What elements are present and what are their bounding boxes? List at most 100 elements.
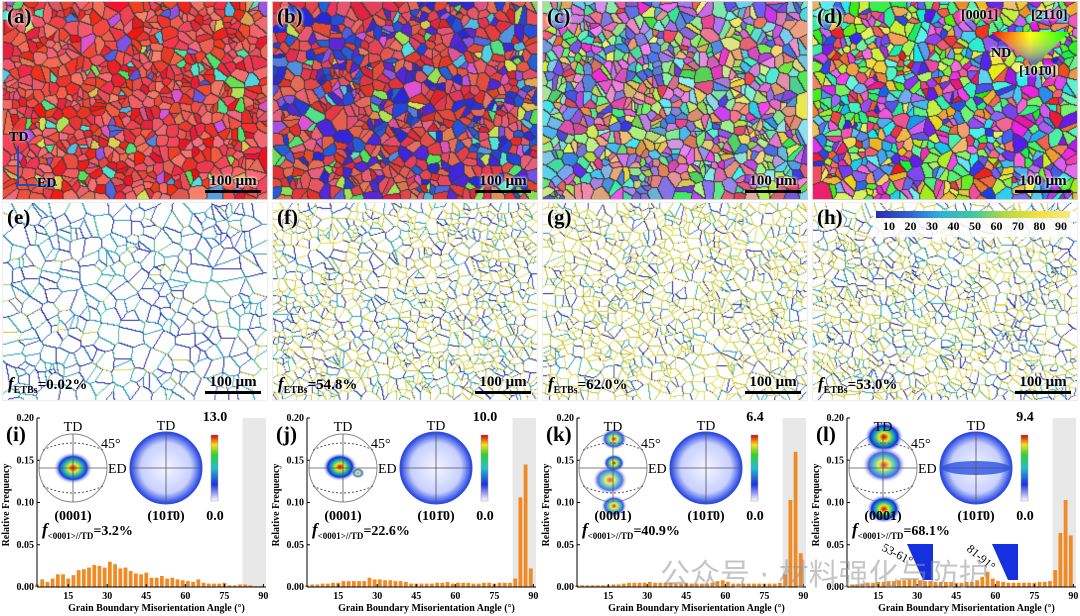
x-axis-label: Grain Boundary Misorientation Angle (°) [878, 603, 1055, 614]
histogram-bar [731, 583, 736, 587]
histogram-bar [362, 581, 367, 587]
histogram-bar [970, 581, 974, 587]
histogram-bar [783, 574, 788, 587]
histogram-bar [726, 581, 730, 587]
histogram-bar [346, 581, 351, 587]
45-degree-line [582, 485, 644, 494]
histogram-bar [81, 569, 86, 587]
scale-text: 100 μm [209, 173, 257, 189]
histogram-bar [445, 581, 450, 587]
histogram-bar [201, 582, 206, 587]
misorientation-colorbar: 10 20 30 40 50 60 70 80 90 [873, 211, 1073, 237]
histogram-bar [497, 582, 502, 587]
histogram-bar [1053, 570, 1058, 587]
pf-td-label: TD [967, 419, 986, 434]
x-axis-label: Grain Boundary Misorientation Angle (°) [608, 603, 785, 614]
panel-label: (a) [7, 4, 32, 28]
histogram-bar [601, 585, 605, 587]
x-tick-label: 30 [912, 591, 922, 602]
histogram-bar [430, 583, 434, 587]
pf-td-label: TD [157, 419, 176, 434]
histogram-bar [367, 577, 372, 587]
scale-bar: 100 μm [205, 374, 261, 394]
scale-line [475, 190, 531, 193]
pf-td-label: TD [874, 420, 893, 435]
scale-text: 100 μm [1019, 374, 1067, 390]
f-symbol: f [548, 374, 554, 393]
y-tick-label: 0.20 [17, 413, 35, 424]
pf-pf2-label: (101̄0) [147, 509, 185, 524]
f-value: =0.02% [37, 377, 88, 393]
pf-cmin-label: 0.0 [206, 509, 224, 524]
histogram-bar [71, 575, 76, 587]
f-value: =54.8% [307, 377, 358, 393]
histogram-svg: 0.00 0.05 0.10 0.15 0.20 15 30 45 60 75 90 Grain Bo… [541, 410, 808, 614]
ipf-triangle [991, 32, 1069, 66]
scale-bar: 100 μm [745, 374, 801, 394]
histogram-bar [907, 579, 912, 587]
histogram-bar [1048, 581, 1052, 587]
histogram-bar [97, 565, 102, 587]
histogram-bar [170, 577, 175, 587]
histogram-bar [653, 582, 657, 587]
pf-colorbar [750, 434, 759, 502]
x-tick-label: 45 [681, 591, 691, 602]
histogram-bar [658, 582, 663, 587]
scale-bar: 100 μm [475, 374, 531, 394]
histogram-bar [398, 581, 403, 587]
histogram-bar [1042, 581, 1047, 587]
x-tick-label: 15 [873, 591, 883, 602]
pf-ed-label: ED [378, 462, 397, 477]
y-tick-label: 0.15 [17, 455, 35, 466]
histogram-bar [865, 582, 870, 587]
inset-orientation-wedge [992, 544, 1018, 580]
histogram-bar [959, 582, 964, 587]
f-subscript: ETBs [823, 385, 848, 396]
grain-map-canvas [273, 2, 537, 199]
f-symbol: f [582, 520, 590, 539]
pf-ed-label: ED [108, 462, 127, 477]
x-tick-label: 75 [759, 591, 769, 602]
etb-fraction: fETBs=62.0% [548, 374, 627, 396]
shaded-region [242, 418, 266, 587]
x-tick-label: 45 [141, 591, 151, 602]
pf-pf1-label: (0001) [864, 509, 902, 524]
histogram-svg: 0.00 0.05 0.10 0.15 0.20 15 30 45 60 75 90 Grain Bo… [811, 410, 1078, 614]
ed-arrow [17, 184, 57, 186]
f-symbol: f [852, 520, 860, 539]
histogram-panel: 0.00 0.05 0.10 0.15 0.20 15 30 45 60 75 90 Grain Bo… [270, 405, 540, 616]
histogram-bar [621, 583, 626, 587]
pf-pf1-label: (0001) [594, 509, 632, 524]
histogram-bar [891, 581, 896, 587]
histogram-bar [113, 564, 117, 587]
histogram-bar [325, 583, 330, 587]
panel-label: (i) [6, 422, 26, 446]
histogram-bar [1058, 532, 1063, 587]
histogram-bar [107, 561, 112, 587]
scale-bar: 100 μm [745, 173, 801, 193]
histogram-bar [154, 577, 159, 587]
histogram-bar [76, 570, 81, 587]
histogram-bar [990, 578, 995, 587]
histogram-bar [144, 572, 149, 587]
histogram-bar [50, 578, 55, 587]
histogram-bar [710, 582, 715, 587]
histogram-bar [351, 581, 356, 587]
histogram-bar [975, 580, 980, 587]
histogram-bar [461, 582, 466, 587]
histogram-bar [206, 583, 211, 587]
y-tick-label: 0.15 [557, 455, 575, 466]
scale-line [205, 391, 261, 394]
histogram-bar [871, 582, 875, 587]
x-axis-label: Grain Boundary Misorientation Angle (°) [68, 603, 245, 614]
pf-pf2-label: (101̄0) [687, 509, 725, 524]
histogram-bar [372, 579, 377, 587]
histogram-bar [243, 584, 248, 587]
pf-cmax-label: 10.0 [473, 410, 498, 425]
histogram-bar [320, 583, 325, 587]
pf-cmin-label: 0.0 [746, 509, 764, 524]
scale-line [1015, 391, 1071, 394]
histogram-bar [45, 581, 50, 587]
histogram-bar [160, 576, 164, 587]
texture-fraction: f<0001>//TD=3.2% [42, 520, 133, 541]
